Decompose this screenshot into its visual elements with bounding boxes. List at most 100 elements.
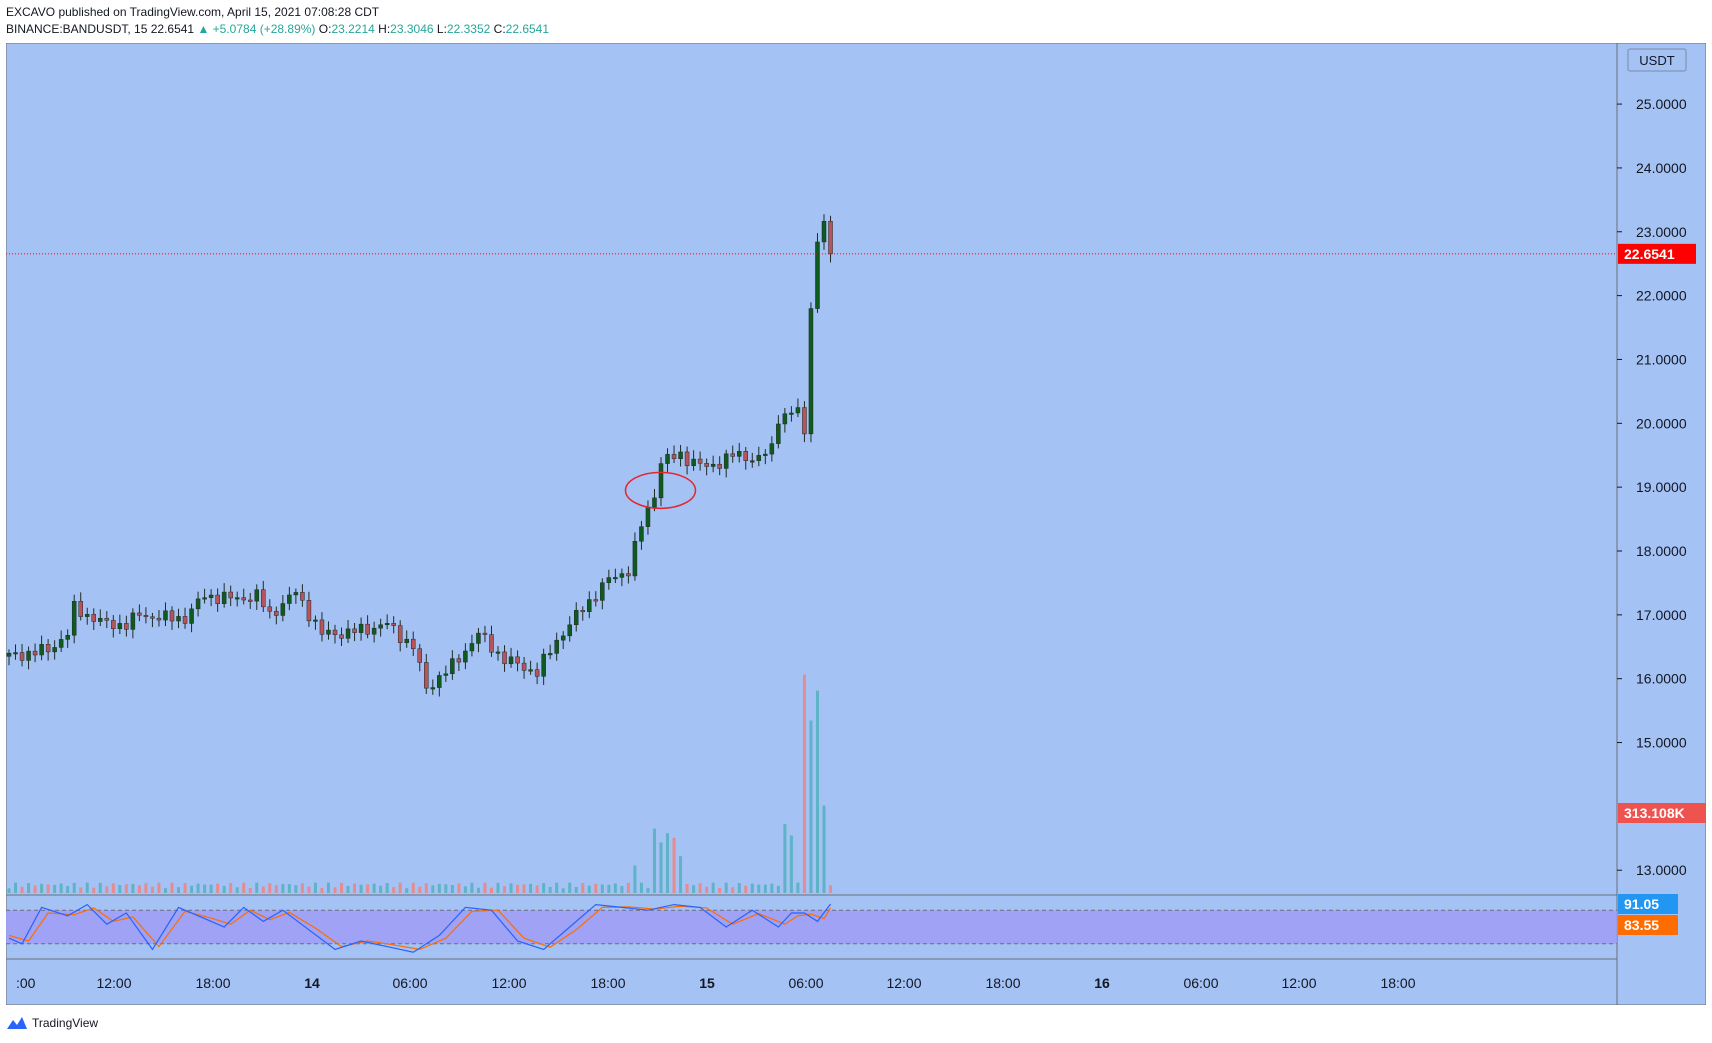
volume-bar (737, 882, 741, 893)
candle-body (397, 625, 403, 643)
volume-bar (196, 883, 200, 893)
candle-body (287, 594, 292, 604)
x-tick-label: 12:00 (1281, 975, 1316, 991)
candle-body (600, 582, 605, 601)
volume-bar (639, 882, 643, 893)
volume-bar (33, 885, 37, 893)
candle-body (736, 451, 742, 457)
volume-bar (411, 882, 415, 893)
candle-body (293, 592, 299, 596)
volume-group (7, 674, 833, 893)
candle-body (639, 526, 644, 542)
candle-body (476, 632, 481, 644)
candle-body (528, 669, 533, 672)
volume-bar (92, 887, 96, 893)
candle-body (587, 599, 592, 612)
volume-bar (359, 884, 363, 893)
candle-body (326, 629, 331, 635)
candle-body (215, 594, 220, 605)
volume-bar (46, 884, 50, 893)
candle-body (560, 635, 566, 641)
candles-group (6, 214, 1617, 697)
candle-body (19, 652, 25, 661)
chart-svg[interactable]: 25.0000 24.0000 23.0000 22.0000 21.0000 20.00… (5, 42, 1707, 1006)
candle-body (221, 591, 227, 605)
candle-body (202, 597, 207, 600)
candle-body (45, 644, 51, 653)
volume-bar (718, 888, 722, 893)
stoch-band (6, 910, 1617, 944)
close-value: 22.6541 (505, 22, 550, 36)
x-tick-label: :00 (16, 975, 36, 991)
volume-bar (79, 887, 83, 893)
volume-bar (222, 885, 226, 893)
candle-body (580, 610, 586, 613)
volume-bar (529, 883, 533, 893)
candle-body (424, 662, 429, 689)
candle-body (450, 658, 455, 675)
tradingview-brand[interactable]: TradingView (6, 1016, 98, 1030)
volume-bar (333, 887, 337, 893)
symbol-ohlc-line: BINANCE:BANDUSDT, 15 22.6541 ▲ +5.0784 (… (6, 22, 549, 36)
volume-bar (652, 828, 656, 893)
volume-bar (555, 882, 559, 893)
volume-bar (66, 886, 70, 893)
time-axis[interactable] (5, 958, 1618, 1006)
volume-bar (587, 885, 591, 893)
volume-bar (470, 882, 474, 893)
candle-body (13, 652, 18, 655)
chart-area[interactable]: 25.0000 24.0000 23.0000 22.0000 21.0000 20.00… (5, 42, 1707, 1006)
candle-body (274, 610, 279, 616)
volume-bar (613, 883, 617, 893)
volume-bar (287, 884, 291, 893)
volume-bar (535, 885, 539, 893)
price-scale[interactable] (1616, 42, 1707, 1006)
y-tick-label: 13.0000 (1636, 862, 1687, 878)
candle-body (163, 610, 168, 621)
candle-body (469, 643, 475, 652)
candle-body (365, 623, 370, 635)
volume-bar (496, 882, 500, 893)
volume-bar (124, 884, 128, 893)
y-tick-label: 25.0000 (1636, 96, 1687, 112)
candle-body (652, 497, 657, 508)
candle-body (645, 506, 651, 527)
volume-bar (137, 885, 141, 893)
candle-body (626, 573, 631, 577)
volume-bar (679, 856, 683, 893)
volume-bar (705, 886, 709, 893)
x-tick-label: 18:00 (1380, 975, 1415, 991)
y-tick-label: 24.0000 (1636, 160, 1687, 176)
symbol-label: BINANCE:BANDUSDT, 15 (6, 22, 148, 36)
candle-body (143, 615, 149, 618)
volume-bar (770, 883, 774, 893)
stoch-k-line (8, 903, 831, 953)
volume-bar (203, 884, 207, 893)
candle-body (130, 612, 136, 630)
volume-bar (815, 690, 819, 893)
volume-bar (372, 883, 376, 893)
candle-body (789, 412, 794, 415)
volume-bar (476, 887, 480, 893)
candle-body (65, 634, 70, 640)
volume-bar (483, 882, 487, 893)
x-tick-label: 06:00 (788, 975, 823, 991)
volume-bar (307, 886, 311, 893)
volume-bar (268, 883, 272, 893)
volume-bar (692, 885, 696, 893)
volume-bar (366, 884, 370, 893)
volume-bar (405, 888, 409, 893)
stoch-k-label: 91.05 (1624, 896, 1659, 912)
candle-body (208, 594, 214, 598)
candle-body (254, 589, 260, 602)
tradingview-logo-icon (7, 1017, 27, 1029)
volume-bar (353, 883, 357, 893)
candle-body (821, 221, 827, 243)
candle-body (319, 619, 325, 635)
candle-body (384, 623, 390, 626)
candle-body (391, 623, 396, 626)
volume-bar (516, 884, 520, 893)
volume-bar (600, 884, 604, 893)
volume-bar (724, 882, 728, 893)
candle-body (176, 616, 181, 622)
